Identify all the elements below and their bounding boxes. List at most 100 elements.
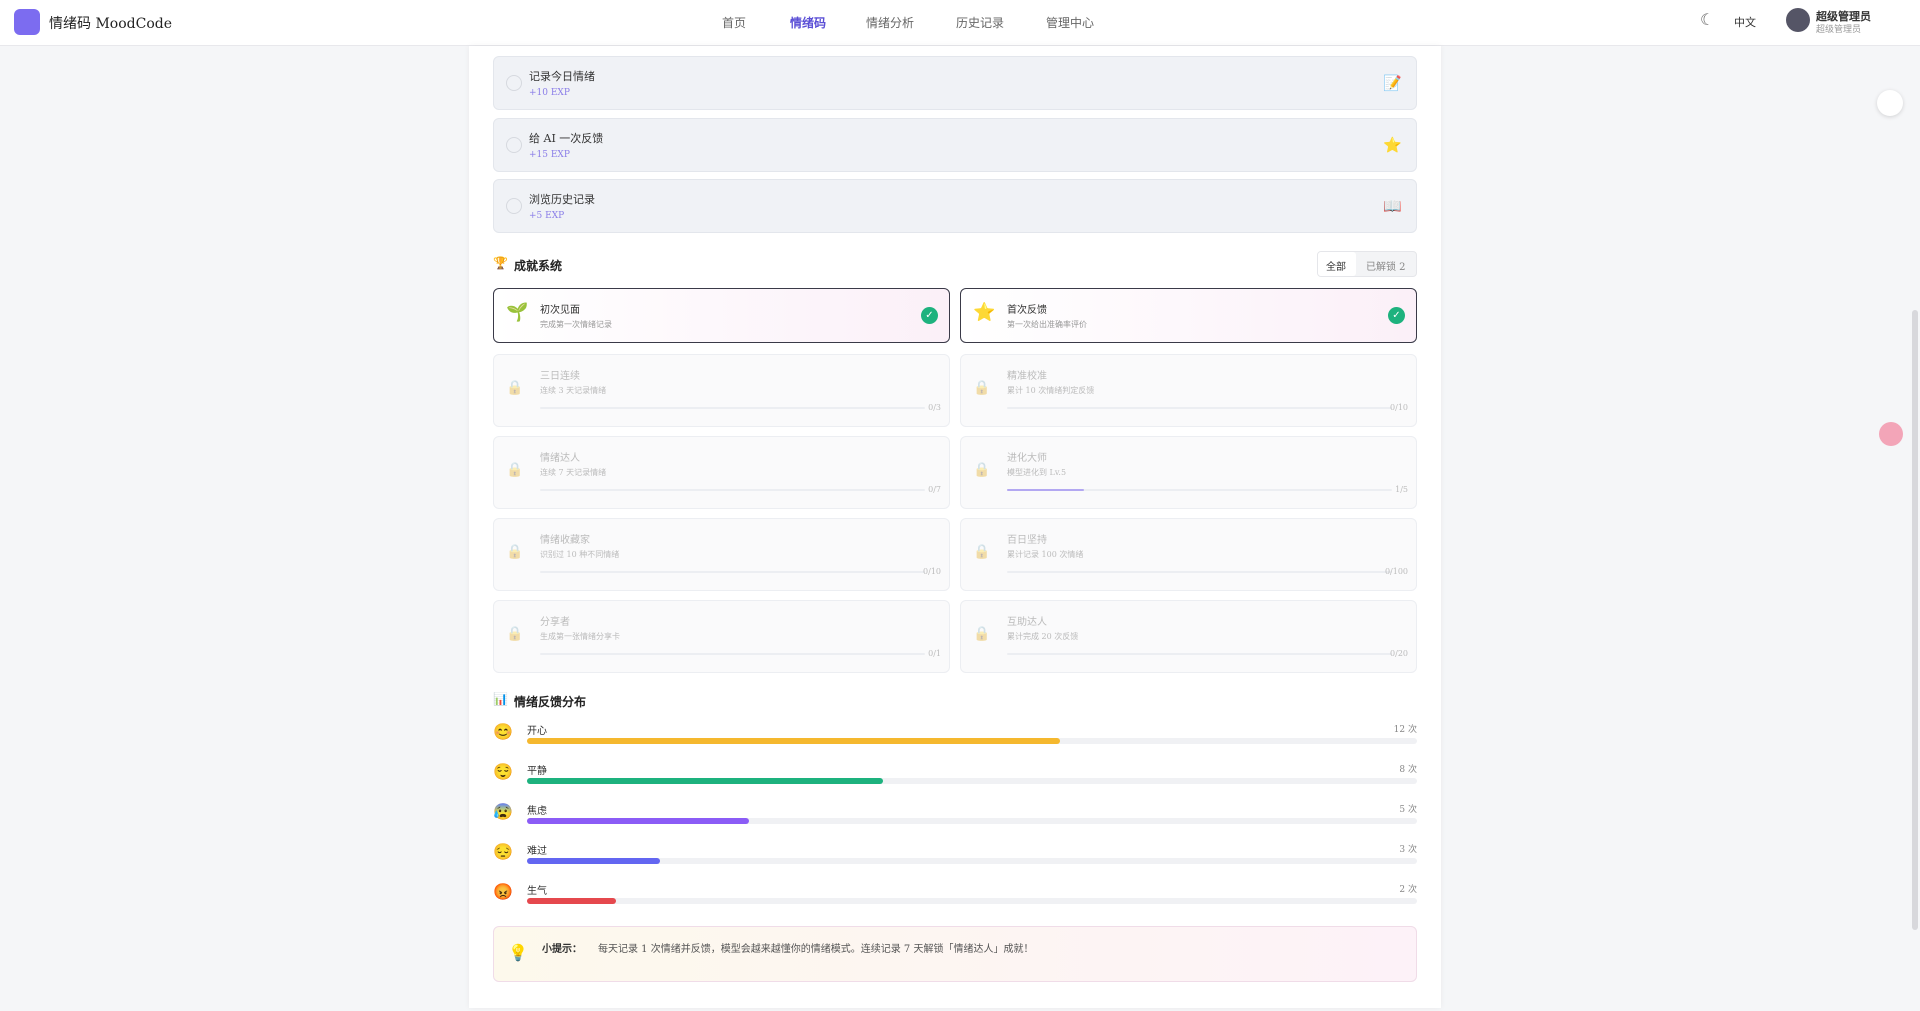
achievement-desc: 累计完成 20 次反馈 [1007, 632, 1079, 641]
achievement-title: 进化大师 [1007, 453, 1047, 464]
progress-track [1007, 489, 1392, 491]
task-reward: +10 EXP [529, 88, 570, 98]
achievement-title: 分享者 [540, 617, 570, 628]
tip-box: 💡 小提示： 每天记录 1 次情绪并反馈，模型会越来越懂你的情绪模式。连续记录 … [493, 926, 1417, 982]
achievement-title: 首次反馈 [1007, 305, 1047, 316]
lock-icon: 🔒 [973, 544, 991, 560]
user-name[interactable]: 超级管理员 [1816, 10, 1871, 23]
lock-icon: 🔒 [973, 626, 991, 642]
achievement-desc: 模型进化到 Lv.5 [1007, 468, 1067, 477]
bar [527, 858, 661, 864]
progress-track [1007, 653, 1392, 655]
achievement-icon: ⭐ [973, 302, 996, 323]
checkbox[interactable] [506, 75, 522, 91]
nav-item[interactable]: 情绪分析 [866, 16, 915, 30]
achievement-card: 首次反馈第一次给出准确率评价 ⭐ ✓ [960, 288, 1417, 343]
task-item[interactable]: 给 AI 一次反馈 +15 EXP ⭐ [493, 118, 1417, 172]
task-icon: ⭐ [1383, 136, 1402, 154]
achievement-title: 三日连续 [540, 371, 580, 382]
emotion-name: 开心 [527, 726, 547, 737]
distribution-row: 😊 开心 12 次 [493, 722, 1417, 746]
theme-toggle[interactable]: ☾ [1700, 10, 1715, 29]
tab[interactable]: 已解锁 2 [1366, 262, 1406, 273]
progress-track [540, 571, 925, 573]
emotion-icon: 😔 [493, 842, 513, 861]
progress-label: 0/100 [1384, 567, 1408, 576]
nav-item[interactable]: 管理中心 [1046, 16, 1095, 30]
nav-item[interactable]: 历史记录 [956, 16, 1005, 30]
bar-track [527, 738, 1417, 744]
achievement-desc: 生成第一张情绪分享卡 [540, 632, 620, 641]
task-reward: +5 EXP [529, 211, 565, 221]
lock-icon: 🔒 [506, 544, 524, 560]
logo[interactable] [14, 9, 40, 35]
task-title: 给 AI 一次反馈 [529, 132, 604, 145]
language-switch[interactable]: 中文 [1734, 16, 1756, 29]
distribution-row: 😡 生气 2 次 [493, 882, 1417, 906]
achievement-card: 情绪收藏家 识别过 10 种不同情绪 🔒 0/10 [493, 518, 950, 591]
progress-label: 0/3 [928, 403, 941, 412]
emotion-count: 2 次 [1399, 885, 1417, 895]
bar-track [527, 778, 1417, 784]
achievement-desc: 累计 10 次情绪判定反馈 [1007, 386, 1095, 395]
progress-label: 0/10 [923, 567, 941, 576]
progress-track [1007, 407, 1392, 409]
progress-track [1007, 571, 1392, 573]
achievement-card: 精准校准累计 10 次情绪判定反馈 🔒 0/10 [960, 354, 1417, 427]
bar-track [527, 898, 1417, 904]
assistant-button[interactable] [1877, 90, 1903, 116]
task-reward: +15 EXP [529, 150, 570, 160]
emotion-count: 5 次 [1399, 805, 1417, 815]
emotion-count: 3 次 [1399, 845, 1417, 855]
lock-icon: 🔒 [506, 380, 524, 396]
unlocked-badge: ✓ [1388, 307, 1405, 324]
checkbox[interactable] [506, 198, 522, 214]
unlocked-badge: ✓ [921, 307, 938, 324]
checkbox[interactable] [506, 137, 522, 153]
achievement-title: 互助达人 [1007, 617, 1047, 628]
bar-track [527, 818, 1417, 824]
task-title: 浏览历史记录 [529, 193, 595, 206]
task-item[interactable]: 记录今日情绪 +10 EXP 📝 [493, 56, 1417, 110]
scrollbar[interactable] [1912, 310, 1918, 930]
lock-icon: 🔒 [506, 462, 524, 478]
emotion-name: 焦虑 [527, 806, 547, 817]
achievement-title: 百日坚持 [1007, 535, 1047, 546]
emotion-icon: 😰 [493, 802, 513, 821]
progress-label: 1/5 [1395, 485, 1408, 494]
achievement-desc: 第一次给出准确率评价 [1007, 320, 1087, 329]
logo-text[interactable]: 情绪码 MoodCode [49, 16, 172, 32]
distribution-icon: 📊 [493, 692, 508, 706]
achievement-card: 初次见面 完成第一次情绪记录 🌱 ✓ [493, 288, 950, 343]
avatar[interactable] [1786, 8, 1810, 32]
distribution-row: 😰 焦虑 5 次 [493, 802, 1417, 826]
distribution-row: 😌 平静 8 次 [493, 762, 1417, 786]
nav-item[interactable]: 首页 [722, 16, 747, 30]
lock-icon: 🔒 [973, 462, 991, 478]
progress-label: 0/1 [928, 649, 941, 658]
progress-fill [1007, 489, 1084, 491]
achievement-icon: 🌱 [506, 302, 529, 323]
emotion-name: 平静 [527, 766, 547, 777]
lock-icon: 🔒 [973, 380, 991, 396]
top-bar: 情绪码 MoodCode ☾ 中文 超级管理员 超级管理员 首页 情绪码 情绪分析 历… [0, 0, 1920, 46]
progress-label: 0/7 [928, 485, 941, 494]
content-card: 🏆 成就系统 全部 已解锁 2 📊 情绪反馈分布 💡 小提示： 每天记录 1 次… [469, 46, 1441, 1008]
progress-track [540, 489, 925, 491]
progress-label: 0/10 [1390, 403, 1408, 412]
translate-button[interactable] [1879, 422, 1903, 446]
achievement-tabs: 全部 已解锁 2 [1317, 251, 1417, 277]
user-role: 超级管理员 [1816, 25, 1862, 35]
nav-item[interactable]: 情绪码 [790, 16, 827, 30]
achievement-card: 进化大师模型进化到 Lv.5 🔒 1/5 [960, 436, 1417, 509]
emotion-icon: 😌 [493, 762, 513, 781]
achievement-desc: 连续 7 天记录情绪 [540, 468, 607, 477]
achievement-title: 精准校准 [1007, 371, 1047, 382]
task-item[interactable]: 浏览历史记录 +5 EXP 📖 [493, 179, 1417, 233]
bar [527, 818, 750, 824]
emotion-icon: 😊 [493, 722, 513, 741]
tip-text: 每天记录 1 次情绪并反馈，模型会越来越懂你的情绪模式。连续记录 7 天解锁「情… [598, 944, 1034, 955]
task-icon: 📖 [1383, 197, 1402, 215]
tab[interactable]: 全部 [1326, 262, 1346, 273]
